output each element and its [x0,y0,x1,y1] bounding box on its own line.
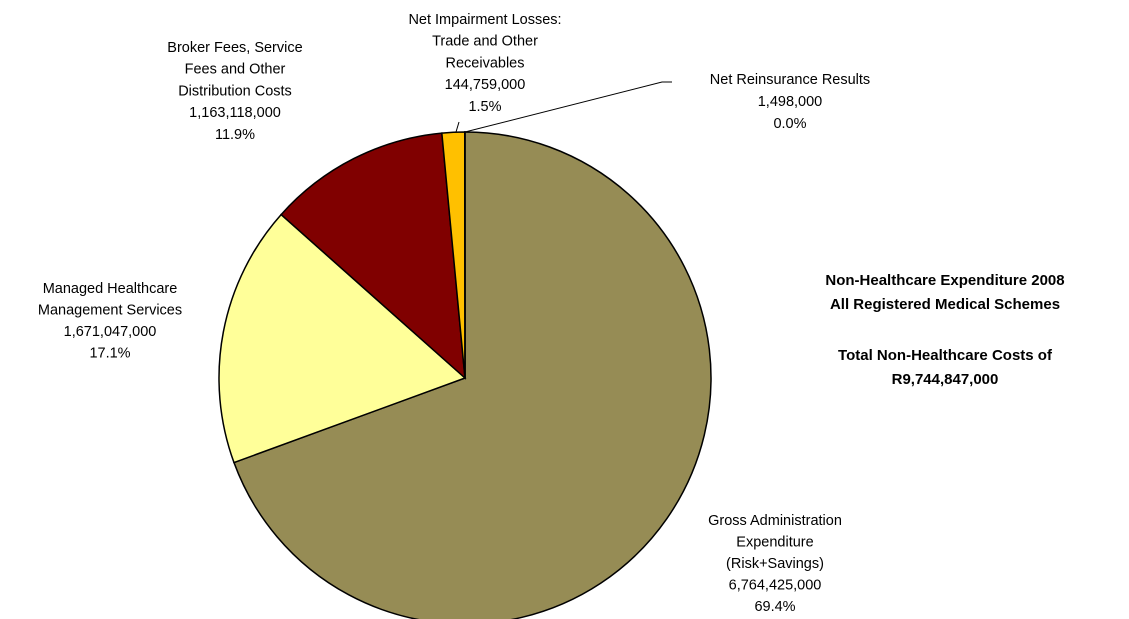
percent-label: 0.0% [773,116,806,132]
annotation: Total Non-Healthcare Costs of [838,347,1053,364]
chart-title: Non-Healthcare Expenditure 2008 [825,272,1064,289]
slice-label: Receivables [446,55,525,71]
pie-slice [280,132,466,380]
value-label: 6,764,425,000 [729,577,822,593]
percent-label: 11.9% [215,127,255,143]
leader-line [464,81,672,133]
slice-label: Broker Fees, Service [167,40,302,56]
value-label: 1,671,047,000 [64,324,157,340]
percent-label: 69.4% [754,599,795,615]
percent-label: 1.5% [468,99,501,115]
slice-label: Gross Administration [708,513,842,529]
slice-label: (Risk+Savings) [726,556,824,572]
slice-label: Trade and Other [432,34,538,50]
chart-subtitle: All Registered Medical Schemes [830,296,1060,313]
value-label: 1,163,118,000 [189,105,281,121]
slice-label: Managed Healthcare [43,281,178,297]
pie-slice [218,213,467,464]
value-label: 1,498,000 [758,94,823,110]
annotation: R9,744,847,000 [892,371,999,388]
slice-label: Fees and Other [185,62,286,78]
slice-label: Management Services [38,302,182,318]
percent-label: 17.1% [89,345,130,361]
slice-label: Net Impairment Losses: [408,12,561,28]
leader-line [455,121,460,133]
slice-label: Net Reinsurance Results [710,72,870,88]
pie-slice [233,131,712,619]
slice-label: Distribution Costs [178,83,292,99]
slice-label: Expenditure [736,534,813,550]
value-label: 144,759,000 [445,77,526,93]
